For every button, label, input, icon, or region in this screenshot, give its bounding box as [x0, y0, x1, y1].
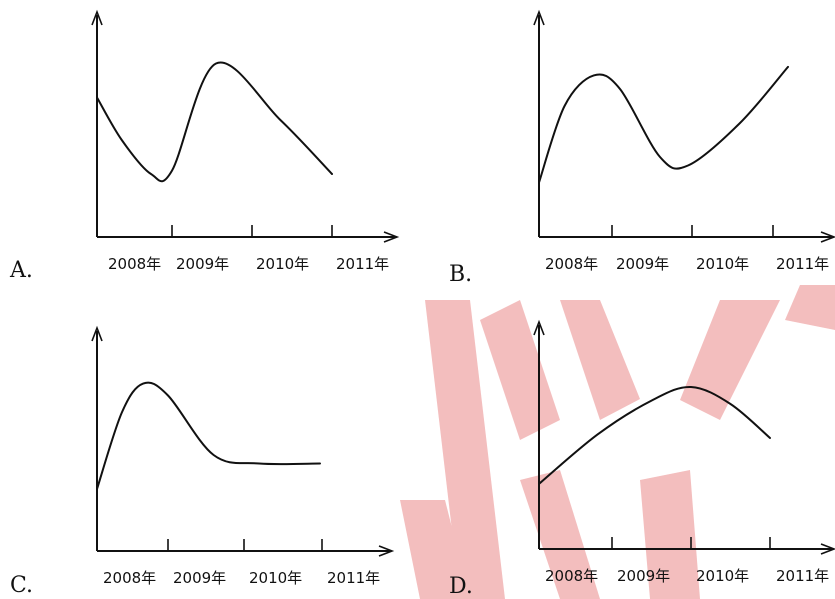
x-axis-arrow-b — [820, 231, 835, 243]
tick-label-c-0: 2008年 — [103, 569, 156, 587]
tick-label-a-0: 2008年 — [108, 255, 161, 273]
x-axis-arrow-d — [820, 543, 835, 555]
chart-b: 2008年 2009年 2010年 2011年 — [533, 9, 835, 273]
y-axis-arrow-c — [91, 325, 103, 342]
curve-d — [538, 385, 771, 485]
curve-b — [538, 65, 789, 184]
curve-c — [96, 381, 321, 490]
option-label-a: A. — [10, 258, 33, 283]
tick-label-c-2: 2010年 — [249, 569, 302, 587]
tick-label-d-3: 2011年 — [776, 567, 829, 585]
x-axis-arrow-c — [378, 545, 395, 557]
tick-label-b-3: 2011年 — [776, 255, 829, 273]
tick-label-c-1: 2009年 — [173, 569, 226, 587]
chart-d: 2008年 2009年 2010年 2011年 — [533, 319, 835, 585]
option-label-c: C. — [10, 573, 34, 598]
chart-a: 2008年 2009年 2010年 2011年 — [91, 9, 400, 273]
x-axis-arrow-a — [383, 231, 400, 243]
option-label-d: D. — [449, 574, 473, 599]
watermark-stroke-4 — [785, 285, 835, 330]
y-axis-arrow-d — [533, 319, 545, 336]
chart-c: 2008年 2009年 2010年 2011年 — [91, 325, 395, 587]
tick-label-a-2: 2010年 — [256, 255, 309, 273]
watermark-stroke-0 — [425, 300, 505, 599]
y-axis-arrow-a — [91, 9, 103, 26]
tick-label-b-0: 2008年 — [545, 255, 598, 273]
watermark-stroke-5 — [400, 500, 470, 599]
watermark-stroke-6 — [640, 470, 700, 599]
curve-a — [96, 61, 333, 183]
watermark-stroke-2 — [560, 300, 640, 420]
tick-label-b-2: 2010年 — [696, 255, 749, 273]
tick-label-c-3: 2011年 — [327, 569, 380, 587]
y-axis-arrow-b — [533, 9, 545, 26]
tick-label-d-1: 2009年 — [617, 567, 670, 585]
tick-label-d-0: 2008年 — [545, 567, 598, 585]
tick-label-d-2: 2010年 — [696, 567, 749, 585]
option-label-b: B. — [449, 262, 473, 287]
tick-label-a-3: 2011年 — [336, 255, 389, 273]
tick-label-a-1: 2009年 — [176, 255, 229, 273]
tick-label-b-1: 2009年 — [616, 255, 669, 273]
